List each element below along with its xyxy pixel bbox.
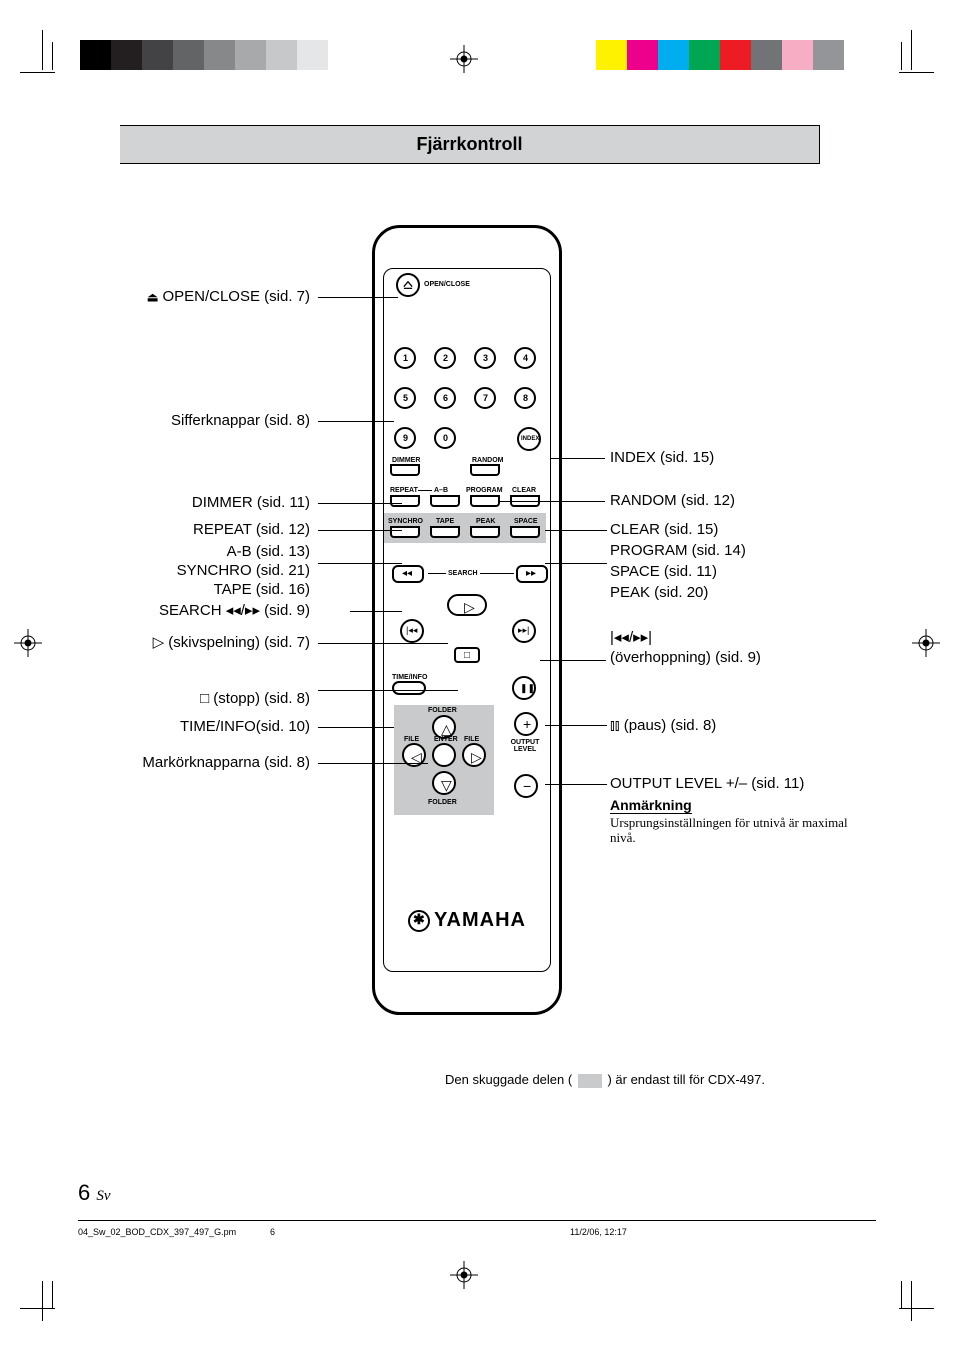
folder-label-top: FOLDER: [428, 707, 457, 714]
num-9-button: 9: [394, 427, 416, 449]
dimmer-label: DIMMER: [392, 457, 420, 464]
stop-button: □: [454, 647, 480, 663]
meta-file: 04_Sw_02_BOD_CDX_397_497_G.pm: [78, 1227, 236, 1237]
callout-random: RANDOM (sid. 12): [610, 492, 735, 510]
callout-index: INDEX (sid. 15): [610, 449, 714, 467]
timeinfo-button: [392, 681, 426, 695]
callout-tape: TAPE (sid. 16): [80, 581, 310, 599]
legend-swatch: [578, 1074, 602, 1088]
random-label: RANDOM: [472, 457, 504, 464]
output-minus-button: −: [514, 774, 538, 798]
dimmer-button: [390, 464, 420, 476]
space-button: [510, 526, 540, 538]
skip-fwd-button: ▸▸|: [512, 619, 536, 643]
callout-space: SPACE (sid. 11): [610, 563, 717, 581]
program-button: [470, 495, 500, 507]
legend-pre: Den skuggade delen (: [445, 1072, 572, 1087]
callout-cursor: Markörknapparna (sid. 8): [80, 754, 310, 772]
num-1-button: 1: [394, 347, 416, 369]
note-title: Anmärkning: [610, 797, 692, 814]
open-close-button: [396, 273, 420, 297]
pause-button: ❚❚: [512, 676, 536, 700]
callout-repeat: REPEAT (sid. 12): [80, 521, 310, 539]
callout-openclose: ⏏ OPEN/CLOSE (sid. 7): [80, 288, 310, 306]
num-3-button: 3: [474, 347, 496, 369]
page-title: Fjärrkontroll: [120, 125, 820, 164]
cursor-right-button: ▷: [462, 743, 486, 767]
clear-label: CLEAR: [512, 487, 536, 494]
meta-date: 11/2/06, 12:17: [570, 1227, 627, 1237]
enter-button: [432, 743, 456, 767]
repeat-label: REPEAT: [390, 487, 418, 494]
num-5-button: 5: [394, 387, 416, 409]
page-sv: Sv: [96, 1188, 110, 1204]
page-footer: 6 Sv: [78, 1180, 111, 1206]
note-box: Anmärkning Ursprungsinställningen för ut…: [610, 797, 860, 846]
brand: YAMAHA: [375, 909, 559, 932]
callout-dimmer: DIMMER (sid. 11): [80, 494, 310, 512]
remote-diagram: OPEN/CLOSE 1234 5678 90 INDEX DIMMER RANDO…: [372, 225, 562, 1015]
callout-play: ▷ (skivspelning) (sid. 7): [80, 634, 310, 652]
program-label: PROGRAM: [466, 487, 503, 494]
open-close-label: OPEN/CLOSE: [424, 281, 470, 288]
skip-back-button: |◂◂: [400, 619, 424, 643]
ab-button: [430, 495, 460, 507]
callout-skip: |◂◂/▸▸|(överhoppning) (sid. 9): [610, 628, 840, 667]
legend-post: ) är endast till för CDX-497.: [607, 1072, 765, 1087]
callout-program: PROGRAM (sid. 14): [610, 542, 746, 560]
repeat-button: [390, 495, 420, 507]
random-button: [470, 464, 500, 476]
folder-label-bot: FOLDER: [428, 799, 457, 806]
tape-label: TAPE: [436, 518, 454, 525]
legend: Den skuggade delen ( ) är endast till fö…: [445, 1072, 765, 1088]
callout-stop: □ (stopp) (sid. 8): [80, 690, 310, 708]
search-back-button: ◂◂: [392, 565, 424, 583]
meta-page: 6: [270, 1227, 275, 1237]
cursor-down-button: ▽: [432, 771, 456, 795]
num-7-button: 7: [474, 387, 496, 409]
callout-timeinfo: TIME/INFO(sid. 10): [80, 718, 310, 736]
output-plus-button: +: [514, 712, 538, 736]
file-label-left: FILE: [404, 736, 419, 743]
play-button: ▷: [447, 594, 487, 616]
page-number: 6: [78, 1180, 90, 1205]
callout-clear: CLEAR (sid. 15): [610, 521, 718, 539]
brand-text: YAMAHA: [434, 909, 526, 931]
num-4-button: 4: [514, 347, 536, 369]
num-6-button: 6: [434, 387, 456, 409]
index-button: INDEX: [517, 427, 541, 451]
space-label: SPACE: [514, 518, 538, 525]
callout-search: SEARCH ◂◂/▸▸ (sid. 9): [80, 602, 310, 620]
search-fwd-button: ▸▸: [516, 565, 548, 583]
num-2-button: 2: [434, 347, 456, 369]
peak-label: PEAK: [476, 518, 495, 525]
enter-label: ENTER: [434, 736, 458, 743]
timeinfo-label: TIME/INFO: [392, 674, 427, 681]
callout-numkeys: Sifferknappar (sid. 8): [80, 412, 310, 430]
output-level-label: OUTPUT LEVEL: [510, 739, 540, 753]
callout-ab: A-B (sid. 13): [80, 543, 310, 561]
peak-button: [470, 526, 500, 538]
num-8-button: 8: [514, 387, 536, 409]
tape-button: [430, 526, 460, 538]
callout-pause: ⫾⫾ (paus) (sid. 8): [610, 717, 716, 735]
file-label-right: FILE: [464, 736, 479, 743]
callout-peak: PEAK (sid. 20): [610, 584, 708, 602]
search-label: SEARCH: [448, 570, 478, 577]
note-text: Ursprungsinställningen för utnivå är max…: [610, 816, 860, 846]
callout-output: OUTPUT LEVEL +/– (sid. 11): [610, 775, 804, 793]
callout-synchro: SYNCHRO (sid. 21): [80, 562, 310, 580]
yamaha-logo-icon: [408, 910, 430, 932]
synchro-label: SYNCHRO: [388, 518, 423, 525]
num-0-button: 0: [434, 427, 456, 449]
ab-label: A–B: [434, 487, 448, 494]
synchro-button: [390, 526, 420, 538]
